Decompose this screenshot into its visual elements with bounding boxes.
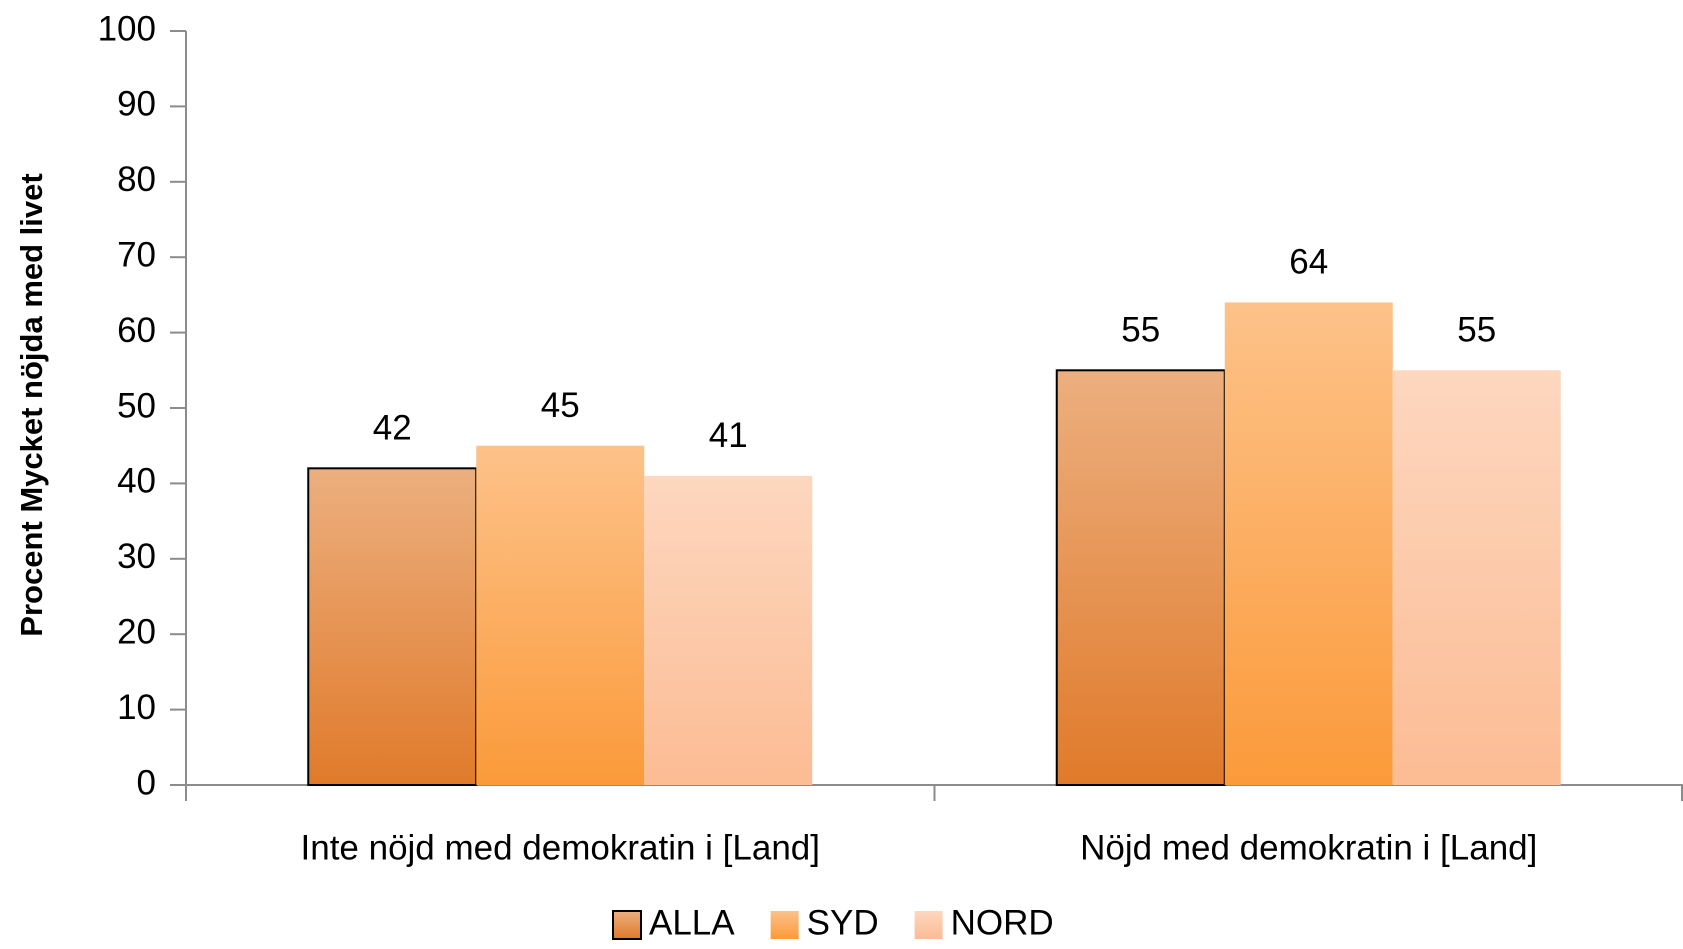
x-tick-label: Inte nöjd med demokratin i [Land] bbox=[301, 828, 820, 867]
y-tick-label: 50 bbox=[117, 386, 156, 425]
data-label: 45 bbox=[541, 386, 580, 425]
y-tick-label: 100 bbox=[98, 9, 156, 48]
data-label: 64 bbox=[1289, 243, 1328, 282]
y-tick-label: 20 bbox=[117, 612, 156, 651]
bar bbox=[1055, 369, 1226, 786]
y-tick-label: 80 bbox=[117, 160, 156, 199]
legend-label: SYD bbox=[807, 903, 879, 942]
data-label: 55 bbox=[1457, 311, 1496, 350]
bar bbox=[476, 445, 645, 785]
y-tick-label: 90 bbox=[117, 85, 156, 124]
y-tick-label: 30 bbox=[117, 537, 156, 576]
legend-label: NORD bbox=[951, 903, 1054, 942]
data-label: 41 bbox=[709, 416, 748, 455]
x-tick-label: Nöjd med demokratin i [Land] bbox=[1080, 828, 1537, 867]
bar bbox=[644, 475, 813, 785]
y-tick-label: 70 bbox=[117, 235, 156, 274]
y-tick-label: 40 bbox=[117, 462, 156, 501]
bar bbox=[307, 467, 478, 786]
bar bbox=[1392, 370, 1561, 785]
legend-swatch bbox=[770, 911, 799, 939]
data-label: 55 bbox=[1121, 311, 1160, 350]
y-tick-label: 0 bbox=[137, 763, 156, 802]
y-tick-label: 60 bbox=[117, 311, 156, 350]
data-label: 42 bbox=[373, 409, 412, 448]
bar bbox=[1224, 302, 1393, 785]
legend-swatch bbox=[612, 910, 642, 940]
y-axis-label: Procent Mycket nöjda med livet bbox=[14, 173, 49, 636]
legend-label: ALLA bbox=[649, 903, 735, 942]
y-tick-label: 10 bbox=[117, 688, 156, 727]
legend-swatch bbox=[914, 911, 943, 939]
